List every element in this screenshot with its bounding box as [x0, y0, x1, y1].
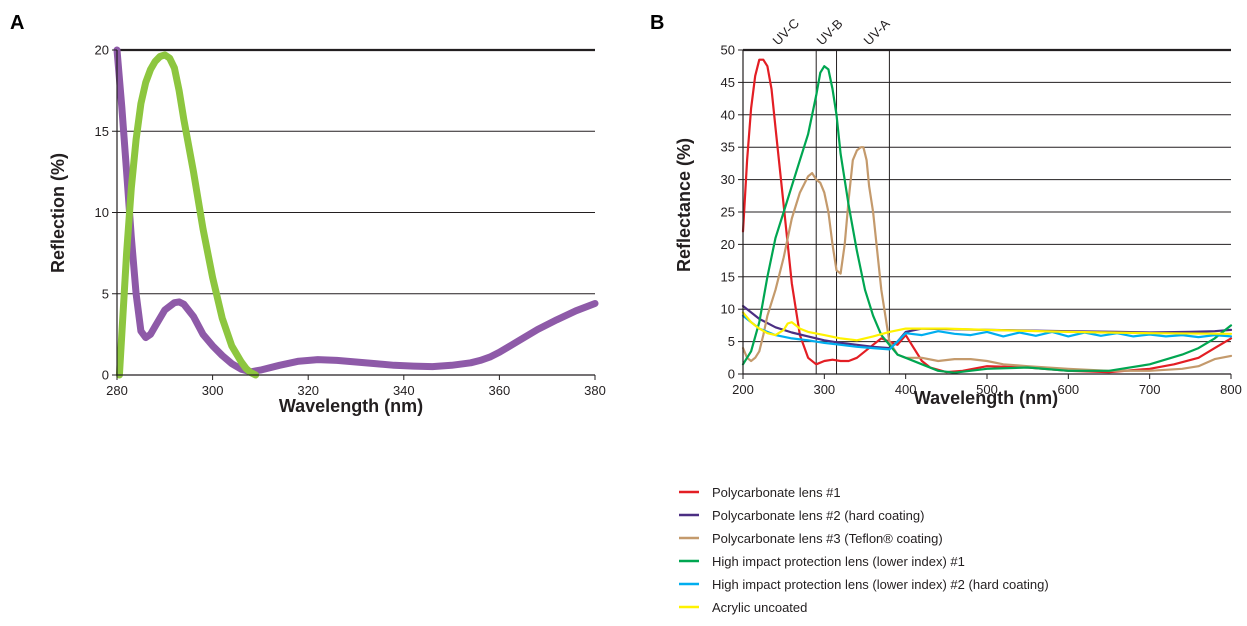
- y-tick-label: 20: [721, 237, 735, 252]
- y-tick-label: 5: [102, 286, 109, 301]
- x-tick-label: 360: [489, 383, 511, 398]
- y-tick-label: 0: [728, 367, 735, 382]
- legend-label-4: High impact protection lens (lower index…: [712, 554, 965, 569]
- y-tick-label: 25: [721, 205, 735, 220]
- x-tick-label: 200: [732, 382, 754, 397]
- y-tick-label: 20: [95, 43, 109, 58]
- x-tick-label: 400: [895, 382, 917, 397]
- x-tick-label: 600: [1057, 382, 1079, 397]
- legend-label-6: Acrylic uncoated: [712, 600, 807, 615]
- series-line-5: [741, 314, 1233, 351]
- x-tick-label: 500: [976, 382, 998, 397]
- panel-b-label: B: [650, 12, 664, 34]
- x-tick-label: 300: [813, 382, 835, 397]
- y-tick-label: 15: [95, 124, 109, 139]
- series-line-6: [741, 311, 1233, 342]
- y-tick-label: 10: [95, 205, 109, 220]
- y-tick-label: 35: [721, 140, 735, 155]
- series-line-2: [115, 51, 260, 379]
- panel-a-x-axis-title: Wavelength (nm): [279, 396, 423, 416]
- y-tick-label: 5: [728, 334, 735, 349]
- x-tick-label: 340: [393, 383, 415, 398]
- x-tick-label: 300: [202, 383, 224, 398]
- panel-b-x-axis-title: Wavelength (nm): [914, 388, 1058, 408]
- panel-b-y-axis-title: Reflectance (%): [674, 138, 694, 272]
- y-tick-label: 0: [102, 368, 109, 383]
- x-tick-label: 700: [1139, 382, 1161, 397]
- series-line-4: [741, 65, 1233, 374]
- legend-label-1: Polycarbonate lens #1: [712, 485, 841, 500]
- series-line-3: [741, 146, 1233, 372]
- legend: Polycarbonate lens #1 Polycarbonate lens …: [679, 485, 1049, 615]
- x-tick-label: 380: [584, 383, 606, 398]
- y-tick-label: 50: [721, 43, 735, 58]
- y-tick-label: 40: [721, 107, 735, 122]
- panel-a-label: A: [10, 12, 24, 34]
- legend-label-5: High impact protection lens (lower index…: [712, 577, 1049, 592]
- panel-b-plot: 200 300 400 500 600 700 800 0 5 10 15 20 25 30 35 40 45 5…: [721, 43, 1242, 398]
- legend-label-2: Polycarbonate lens #2 (hard coating): [712, 508, 924, 523]
- x-tick-label: 280: [106, 383, 128, 398]
- y-tick-label: 15: [721, 269, 735, 284]
- uv-c-label: UV-C: [770, 16, 803, 49]
- y-tick-label: 10: [721, 302, 735, 317]
- x-tick-label: 320: [297, 383, 319, 398]
- x-tick-label: 800: [1220, 382, 1242, 397]
- panel-a-plot: 280 300 320 340 360 380 0 5 10 15 20: [95, 43, 606, 399]
- panel-a-y-axis-title: Reflection (%): [48, 153, 68, 273]
- legend-label-3: Polycarbonate lens #3 (Teflon® coating): [712, 531, 943, 546]
- y-tick-label: 45: [721, 75, 735, 90]
- series-line-1: [113, 46, 599, 376]
- uv-b-label: UV-B: [814, 16, 846, 48]
- uv-a-label: UV-A: [861, 16, 893, 48]
- y-tick-label: 30: [721, 172, 735, 187]
